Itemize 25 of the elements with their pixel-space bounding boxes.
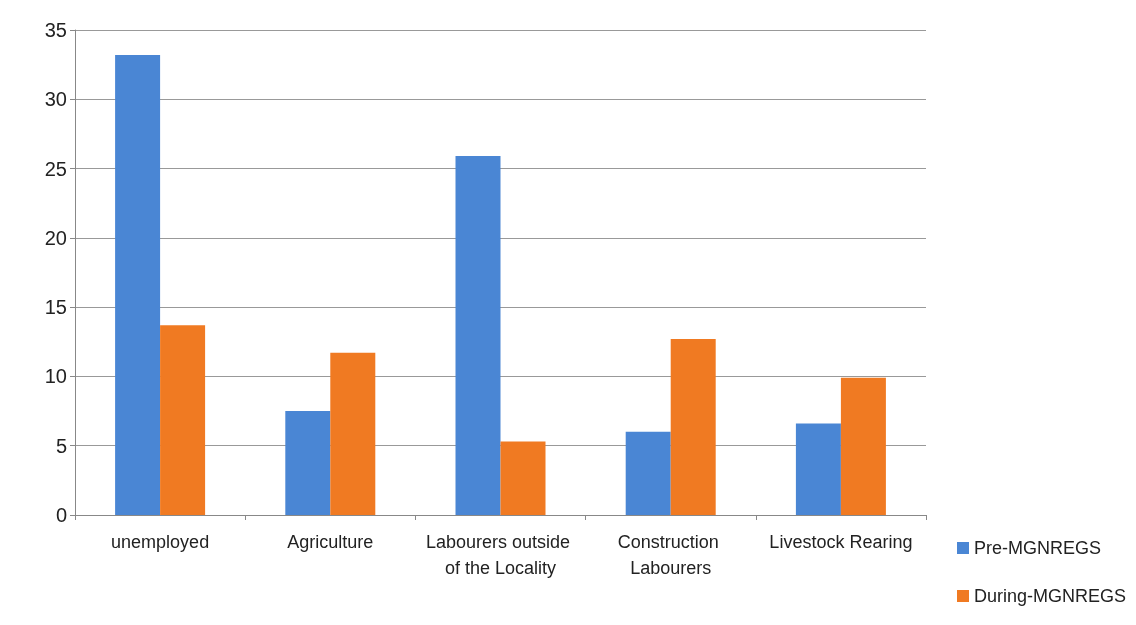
bar	[500, 441, 546, 515]
legend-label: Pre-MGNREGS	[973, 538, 1101, 558]
y-tick-label: 25	[44, 157, 67, 180]
y-tick-label: 0	[55, 504, 67, 526]
x-tick-label: Agriculture	[287, 532, 374, 552]
x-tick-label: Labourers outside of the Locality	[425, 532, 576, 578]
x-tick-label: Construction Labourers	[617, 532, 724, 578]
x-tick-label: Livestock Rearing	[769, 532, 913, 552]
x-tick-label: unemployed	[111, 532, 210, 552]
bar	[625, 431, 671, 515]
bar	[330, 352, 376, 515]
bar	[670, 339, 716, 515]
y-tick-label: 35	[44, 19, 67, 41]
bar	[160, 325, 206, 515]
bar	[115, 54, 161, 515]
bar	[795, 423, 841, 515]
y-tick-label: 30	[44, 88, 67, 111]
bar	[455, 156, 501, 515]
y-tick-label: 5	[55, 434, 67, 457]
legend-label: During-MGNREGS	[973, 586, 1127, 606]
bar	[840, 377, 886, 515]
bar	[285, 411, 331, 515]
y-tick-label: 15	[44, 296, 67, 319]
y-tick-label: 10	[44, 365, 67, 388]
y-tick-label: 20	[44, 226, 67, 249]
